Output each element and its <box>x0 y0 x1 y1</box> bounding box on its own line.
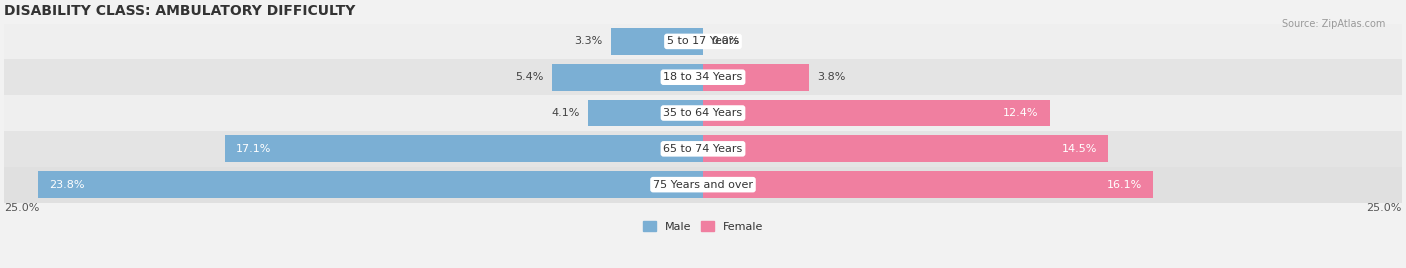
Text: 23.8%: 23.8% <box>49 180 84 190</box>
Text: DISABILITY CLASS: AMBULATORY DIFFICULTY: DISABILITY CLASS: AMBULATORY DIFFICULTY <box>4 4 356 18</box>
Text: 5 to 17 Years: 5 to 17 Years <box>666 36 740 46</box>
Text: 3.3%: 3.3% <box>574 36 602 46</box>
Text: 17.1%: 17.1% <box>236 144 271 154</box>
Bar <box>4 59 1402 95</box>
Text: 14.5%: 14.5% <box>1062 144 1097 154</box>
Text: 25.0%: 25.0% <box>1367 203 1402 213</box>
Legend: Male, Female: Male, Female <box>638 217 768 236</box>
Bar <box>703 100 1050 126</box>
Text: Source: ZipAtlas.com: Source: ZipAtlas.com <box>1281 19 1385 29</box>
Bar <box>703 64 810 91</box>
Text: 65 to 74 Years: 65 to 74 Years <box>664 144 742 154</box>
Text: 25.0%: 25.0% <box>4 203 39 213</box>
Text: 0.0%: 0.0% <box>711 36 740 46</box>
Text: 18 to 34 Years: 18 to 34 Years <box>664 72 742 82</box>
Bar <box>4 95 1402 131</box>
Bar <box>4 24 1402 59</box>
Text: 35 to 64 Years: 35 to 64 Years <box>664 108 742 118</box>
Bar <box>4 167 1402 203</box>
Bar <box>610 28 703 55</box>
Text: 5.4%: 5.4% <box>515 72 544 82</box>
Bar <box>703 135 1108 162</box>
Bar <box>553 64 703 91</box>
Text: 12.4%: 12.4% <box>1002 108 1039 118</box>
Bar <box>4 131 1402 167</box>
Bar <box>588 100 703 126</box>
Bar <box>703 171 1153 198</box>
Text: 4.1%: 4.1% <box>551 108 581 118</box>
Text: 75 Years and over: 75 Years and over <box>652 180 754 190</box>
Bar <box>38 171 703 198</box>
Text: 16.1%: 16.1% <box>1107 180 1142 190</box>
Text: 3.8%: 3.8% <box>818 72 846 82</box>
Bar <box>225 135 703 162</box>
